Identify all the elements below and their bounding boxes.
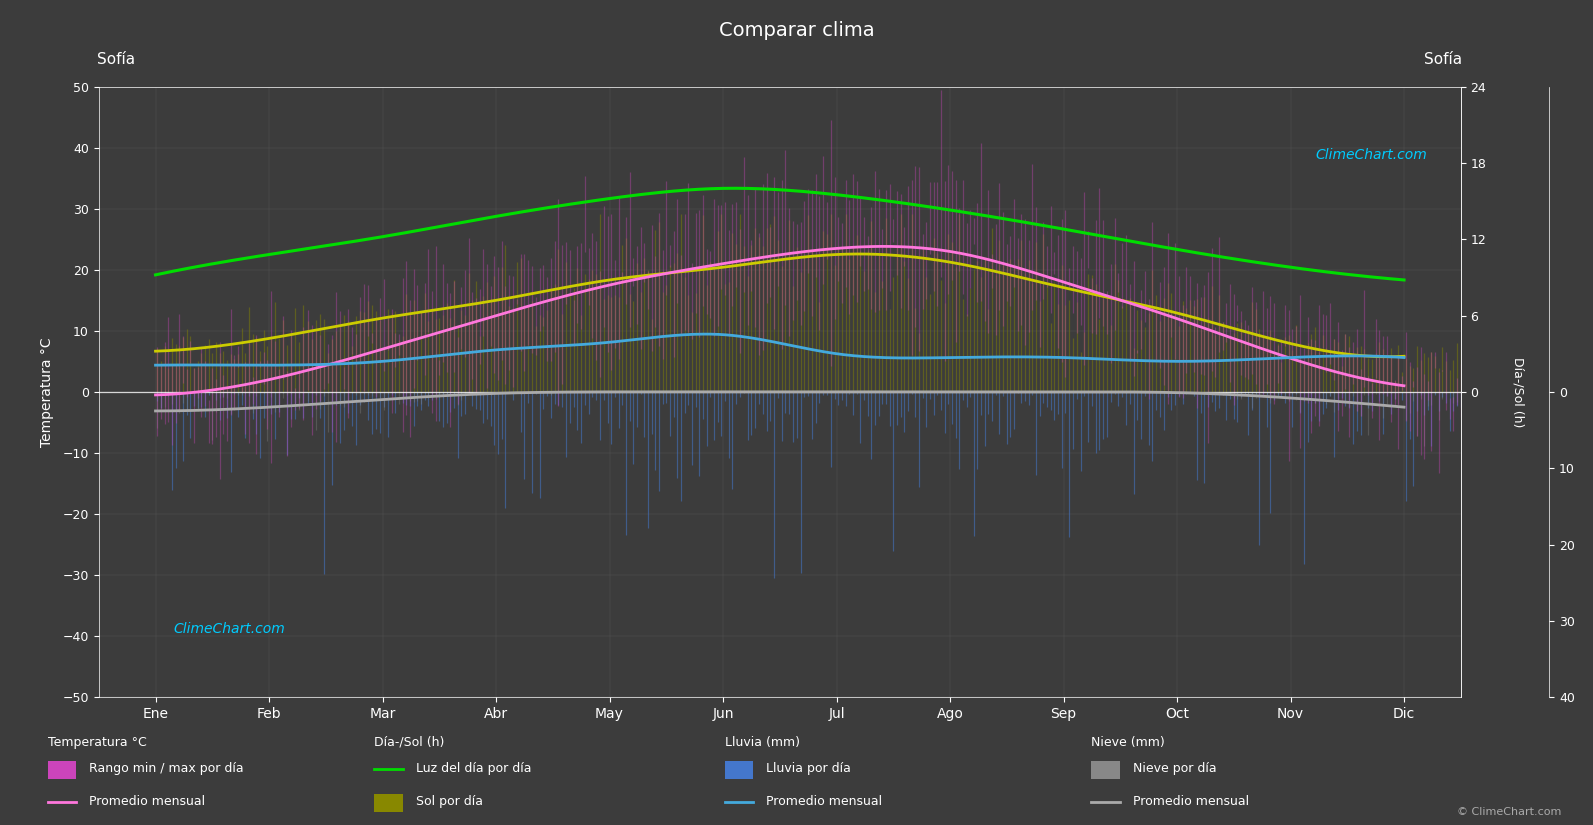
Text: Promedio mensual: Promedio mensual [89,795,205,808]
Text: ClimeChart.com: ClimeChart.com [174,622,285,636]
Text: © ClimeChart.com: © ClimeChart.com [1456,807,1561,817]
Text: Luz del día por día: Luz del día por día [416,762,532,776]
Text: Nieve (mm): Nieve (mm) [1091,736,1164,749]
Text: Comparar clima: Comparar clima [718,21,875,40]
Text: Promedio mensual: Promedio mensual [766,795,883,808]
Y-axis label: Día-/Sol (h): Día-/Sol (h) [1512,356,1525,427]
Text: Día-/Sol (h): Día-/Sol (h) [374,736,444,749]
Text: Rango min / max por día: Rango min / max por día [89,762,244,776]
Text: ClimeChart.com: ClimeChart.com [1314,148,1427,162]
Text: Sofía: Sofía [97,52,135,67]
Y-axis label: Temperatura °C: Temperatura °C [40,337,54,446]
Text: Promedio mensual: Promedio mensual [1133,795,1249,808]
Text: Lluvia por día: Lluvia por día [766,762,851,776]
Text: Sol por día: Sol por día [416,795,483,808]
Text: Lluvia (mm): Lluvia (mm) [725,736,800,749]
Text: Sofía: Sofía [1424,52,1462,67]
Text: Temperatura °C: Temperatura °C [48,736,147,749]
Text: Nieve por día: Nieve por día [1133,762,1215,776]
